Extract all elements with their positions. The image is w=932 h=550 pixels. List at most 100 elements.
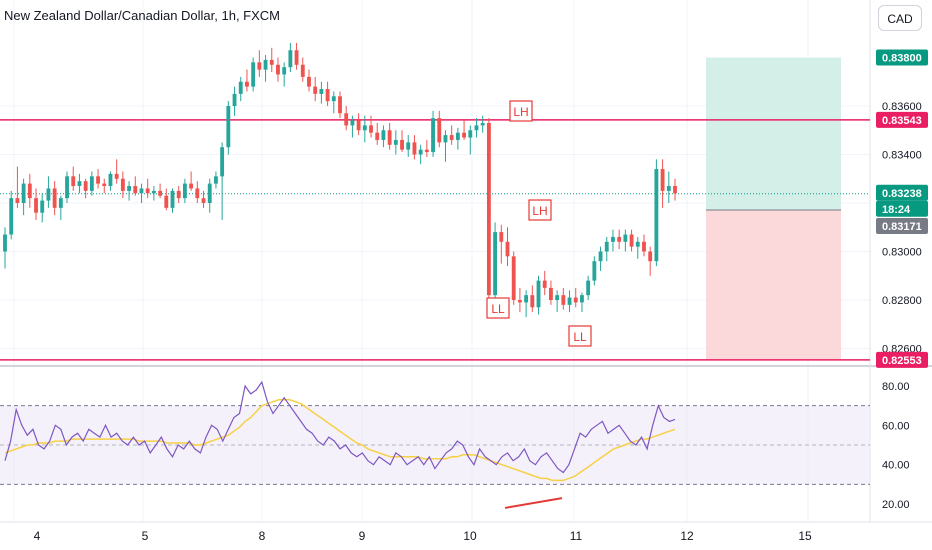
candle-body	[567, 297, 572, 305]
divergence-line	[504, 497, 563, 509]
rsi-axis-label: 20.00	[882, 499, 910, 511]
rsi-pane	[0, 380, 870, 509]
time-axis-label: 8	[259, 529, 266, 543]
price-axis-label: 0.82800	[882, 295, 922, 307]
candle-body	[245, 81, 249, 87]
candle-body	[517, 300, 522, 303]
annotation-box	[568, 325, 592, 347]
candle-body	[623, 234, 628, 242]
annotations: LH LH LL LL	[486, 100, 592, 347]
candle-body	[549, 287, 553, 300]
horizontal-levels	[0, 119, 870, 361]
candle-body	[406, 142, 411, 150]
candle-body	[350, 120, 355, 126]
candle-body	[263, 59, 268, 70]
candle-body	[71, 176, 76, 187]
candle-body	[102, 183, 107, 187]
candle-body	[201, 198, 206, 203]
stop-loss-zone	[706, 210, 841, 360]
rsi-ma-line	[4, 399, 676, 482]
annotation-box	[509, 100, 533, 122]
candle-body	[338, 96, 342, 114]
candle-body	[151, 190, 156, 194]
candle-body	[387, 130, 392, 145]
candle-body	[15, 198, 20, 203]
candle-body	[400, 139, 404, 150]
price-tag-label: 0.83800	[882, 53, 922, 65]
price-axis: 0.836000.834000.830000.828000.8260080.00…	[882, 101, 922, 511]
candle-body	[108, 173, 113, 187]
chart-title: New Zealand Dollar/Canadian Dollar, 1h, …	[4, 8, 281, 23]
candlesticks	[3, 42, 677, 317]
candle-body	[530, 295, 535, 308]
candle-body	[573, 297, 578, 303]
candle-body	[443, 135, 448, 143]
price-tag-label: 0.82553	[882, 355, 922, 367]
price-tag-bg	[876, 218, 928, 235]
candle-body	[65, 176, 69, 199]
rsi-axis-label: 80.00	[882, 381, 910, 393]
candle-body	[418, 149, 423, 155]
candle-body	[468, 130, 473, 138]
candle-body	[189, 183, 194, 189]
candle-body	[195, 188, 200, 199]
candle-body	[437, 118, 442, 143]
time-axis-label: 4	[34, 529, 41, 543]
candle-body	[642, 241, 646, 252]
time-axis-label: 15	[798, 529, 812, 543]
candle-body	[313, 86, 318, 94]
candle-body	[83, 181, 88, 191]
time-axis: 4 5 8 9 10 11 12 15	[34, 529, 812, 543]
candle-body	[455, 132, 460, 140]
candle-body	[257, 62, 262, 70]
candle-body	[673, 186, 677, 194]
price-tag-label: 18:24	[882, 204, 911, 216]
annotation-box	[486, 297, 510, 319]
candle-body	[561, 295, 566, 305]
candle-body	[611, 236, 615, 242]
annotation-box	[528, 199, 552, 221]
candle-body	[486, 122, 491, 296]
candle-body	[580, 295, 584, 303]
price-tag-label: 0.83543	[882, 115, 922, 127]
candle-body	[220, 147, 225, 177]
candle-body	[499, 232, 504, 242]
candle-body	[120, 178, 125, 191]
rsi-axis-label: 40.00	[882, 460, 910, 472]
candle-body	[40, 200, 45, 213]
candle-body	[331, 96, 336, 102]
candle-body	[89, 176, 94, 191]
candle-body	[238, 81, 243, 94]
candle-body	[412, 142, 417, 155]
candle-body	[182, 183, 187, 199]
annotation-label: LH	[532, 204, 547, 218]
candle-body	[462, 132, 466, 138]
candle-body	[524, 295, 529, 303]
position-zones	[706, 57, 841, 360]
candle-body	[629, 234, 634, 247]
candle-body	[294, 50, 299, 65]
annotation-label: LL	[573, 330, 587, 344]
candle-body	[77, 181, 82, 187]
candle-body	[666, 186, 671, 191]
candle-body	[269, 59, 274, 65]
candle-body	[511, 256, 516, 300]
candle-body	[145, 188, 150, 194]
rsi-line	[4, 380, 676, 474]
candle-body	[46, 188, 51, 201]
candle-body	[393, 139, 398, 145]
candle-body	[226, 106, 231, 148]
time-axis-label: 9	[359, 529, 366, 543]
currency-button[interactable]: CAD	[878, 5, 922, 31]
candle-body	[592, 261, 597, 281]
candle-body	[344, 113, 349, 126]
price-tag-bg	[876, 200, 928, 217]
candle-body	[362, 125, 367, 131]
price-tag-label: 0.83171	[882, 221, 922, 233]
candle-body	[207, 183, 212, 203]
candle-body	[369, 125, 373, 133]
candle-body	[9, 198, 14, 235]
annotation-label: LL	[491, 302, 505, 316]
candle-body	[381, 130, 386, 140]
